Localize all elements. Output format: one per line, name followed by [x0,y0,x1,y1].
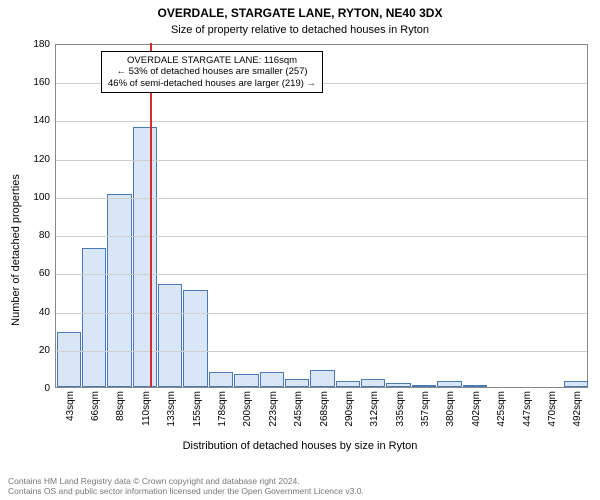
bar [234,374,258,387]
x-tick-label: 110sqm [142,391,152,426]
y-tick-label: 40 [39,308,56,318]
bar [260,372,284,387]
annotation-line-2: ← 53% of detached houses are smaller (25… [108,66,316,77]
x-tick-label: 88sqm [116,391,126,421]
annotation-line-1: OVERDALE STARGATE LANE: 116sqm [108,55,316,66]
y-axis-label: Number of detached properties [8,0,24,500]
chart-container: { "layout": { "width": 600, "height": 50… [0,0,600,500]
x-tick-label: 492sqm [573,391,583,427]
chart-subtitle: Size of property relative to detached ho… [0,24,600,36]
x-tick-label: 245sqm [294,391,304,427]
y-tick-label: 20 [39,346,56,356]
chart-title: OVERDALE, STARGATE LANE, RYTON, NE40 3DX [0,6,600,20]
y-tick-label: 80 [39,231,56,241]
gridline [56,236,587,237]
footer-line-2: Contains OS and public sector informatio… [8,486,592,496]
y-tick-label: 100 [33,193,56,203]
y-axis-label-text: Number of detached properties [10,174,22,326]
annotation-line-3: 46% of semi-detached houses are larger (… [108,78,316,89]
x-tick-label: 178sqm [218,391,228,427]
gridline [56,351,587,352]
x-tick-label: 133sqm [167,391,177,427]
bar [133,127,157,387]
y-tick-label: 0 [44,384,56,394]
x-tick-label: 290sqm [345,391,355,427]
gridline [56,198,587,199]
x-tick-label: 43sqm [66,391,76,421]
x-axis-label: Distribution of detached houses by size … [0,440,600,452]
y-tick-label: 140 [33,116,56,126]
bar [158,284,182,387]
x-tick-label: 312sqm [370,391,380,427]
x-tick-label: 380sqm [446,391,456,427]
x-tick-label: 200sqm [243,391,253,427]
bar [437,381,461,387]
bar [386,383,410,387]
x-tick-label: 425sqm [497,391,507,427]
x-tick-label: 470sqm [548,391,558,427]
plot-area: 020406080100120140160180 43sqm66sqm88sqm… [55,44,588,388]
y-tick-label: 160 [33,78,56,88]
bar [183,290,207,387]
bar [412,385,436,387]
bar [463,385,487,387]
bars-layer [56,45,587,387]
bar [310,370,334,387]
x-tick-label: 66sqm [91,391,101,421]
gridline [56,121,587,122]
reference-marker [150,43,152,387]
bar [285,379,309,387]
gridline [56,313,587,314]
x-tick-label: 402sqm [472,391,482,427]
y-tick-label: 120 [33,155,56,165]
y-tick-label: 180 [33,40,56,50]
y-tick-label: 60 [39,269,56,279]
x-tick-label: 268sqm [320,391,330,427]
footer-line-1: Contains HM Land Registry data © Crown c… [8,476,592,486]
footer: Contains HM Land Registry data © Crown c… [8,476,592,496]
gridline [56,160,587,161]
bar [336,381,360,387]
bar [564,381,588,387]
bar [82,248,106,388]
x-tick-label: 447sqm [523,391,533,427]
x-tick-label: 335sqm [396,391,406,427]
x-tick-label: 155sqm [193,391,203,427]
bar [361,379,385,387]
x-tick-label: 223sqm [269,391,279,427]
bar [57,332,81,387]
annotation-box: OVERDALE STARGATE LANE: 116sqm ← 53% of … [101,51,323,93]
bar [209,372,233,387]
bar [107,194,131,387]
gridline [56,274,587,275]
x-tick-label: 357sqm [421,391,431,427]
